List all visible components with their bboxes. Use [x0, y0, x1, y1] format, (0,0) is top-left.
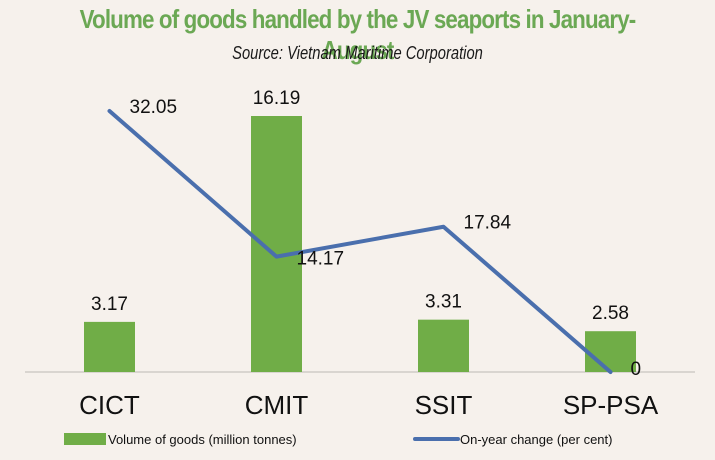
line-value-label: 14.17: [297, 249, 345, 270]
bar-cict: [84, 321, 135, 372]
legend-bar-swatch: [64, 433, 106, 445]
bar-value-label: 2.58: [592, 303, 629, 324]
on-year-change-line: [107, 109, 613, 374]
x-tick-label: SSIT: [415, 390, 473, 420]
x-tick-label: CMIT: [245, 390, 309, 420]
bar-value-label: 16.19: [253, 88, 301, 109]
chart-subtitle: Source: Vietnam Maritime Corporation: [232, 43, 483, 63]
bar-sp-psa: [585, 331, 636, 372]
chart-title: Volume of goods handled by the JV seapor…: [79, 4, 637, 65]
bar-value-label: 3.31: [425, 292, 462, 313]
legend-bar-label: Volume of goods (million tonnes): [108, 432, 297, 447]
bar-ssit: [418, 319, 469, 372]
legend-line-label: On-year change (per cent): [460, 432, 612, 447]
bar-value-label: 3.17: [91, 294, 128, 315]
x-tick-label: CICT: [79, 390, 140, 420]
line-value-label: 32.05: [130, 97, 178, 118]
line-value-label: 17.84: [464, 213, 512, 234]
bar-cmit: [251, 116, 302, 372]
x-tick-label: SP-PSA: [563, 390, 659, 420]
line-value-label: 0: [631, 359, 642, 380]
